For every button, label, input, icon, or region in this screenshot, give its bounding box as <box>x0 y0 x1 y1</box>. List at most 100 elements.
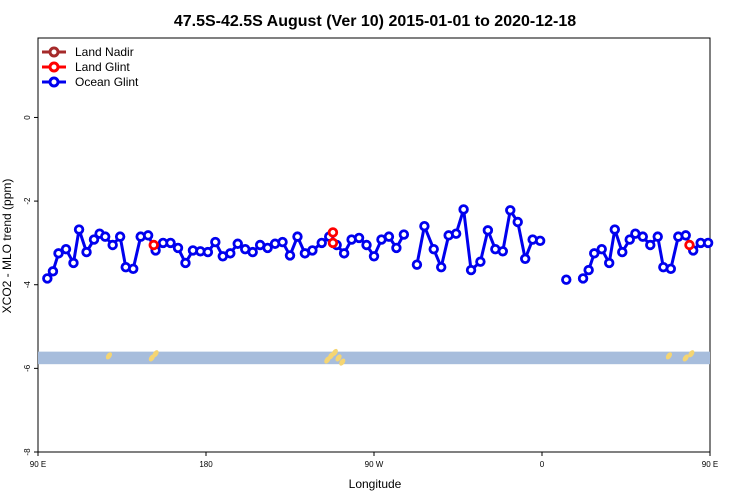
ocean-glint-point-3-4 <box>604 257 615 269</box>
ocean-glint-point-1-1 <box>419 220 430 232</box>
ocean-glint-point-3-1 <box>583 264 594 276</box>
ocean-glint-point-0-31 <box>262 242 273 254</box>
ocean-glint-point-0-34 <box>284 250 296 261</box>
ocean-glint-point-3-18 <box>702 237 714 249</box>
land-band <box>38 351 710 365</box>
ocean-glint-point-0-49 <box>398 229 410 240</box>
ocean-glint-point-0-26 <box>225 248 236 259</box>
ocean-glint-point-1-5 <box>450 228 462 239</box>
ocean-glint-point-0-37 <box>307 245 318 256</box>
ocean-glint-point-1-9 <box>482 225 494 236</box>
ocean-glint-point-3-15 <box>680 230 691 241</box>
ocean-glint-point-1-13 <box>512 216 523 228</box>
ocean-glint-point-0-0 <box>42 273 53 284</box>
ocean-glint-point-0-47 <box>383 231 395 242</box>
legend-marker-ocean-glint <box>48 76 60 88</box>
ocean-glint-point-3-0 <box>577 273 589 284</box>
ocean-glint-point-0-45 <box>368 251 380 262</box>
ocean-glint-point-0-11 <box>114 231 126 242</box>
ocean-glint-point-2-0 <box>561 274 572 285</box>
x-tick-label-1: 180 <box>199 460 213 469</box>
legend-label-land-nadir: Land Nadir <box>75 45 134 59</box>
ocean-glint-point-0-7 <box>88 234 100 245</box>
legend-marker-land-nadir <box>48 46 60 58</box>
legend-label-ocean-glint: Ocean Glint <box>75 75 139 89</box>
ocean-glint-point-3-9 <box>637 231 648 242</box>
ocean-glint-point-1-14 <box>520 253 531 264</box>
land-glint-point-2 <box>327 237 339 249</box>
ocean-glint-point-0-2 <box>53 248 64 259</box>
ocean-glint-point-0-18 <box>165 237 176 249</box>
x-tick-label-4: 90 E <box>702 460 718 469</box>
x-axis-label: Longitude <box>349 477 402 491</box>
ocean-glint-point-0-27 <box>232 238 243 249</box>
ocean-glint-point-0-3 <box>60 243 72 255</box>
series-layer <box>42 204 714 285</box>
y-tick-label-4: -8 <box>23 448 32 456</box>
ocean-glint-point-0-19 <box>172 242 184 254</box>
ocean-glint-point-0-43 <box>353 232 365 244</box>
ocean-glint-point-0-10 <box>107 239 118 251</box>
ocean-glint-point-0-20 <box>180 257 191 269</box>
x-tick-label-0: 90 E <box>30 460 46 469</box>
land-band-layer <box>38 348 710 366</box>
ocean-glint-point-3-11 <box>652 231 663 242</box>
land-mark-2 <box>152 350 159 358</box>
ocean-glint-point-3-3 <box>596 243 607 255</box>
ocean-glint-point-0-38 <box>316 237 327 249</box>
ocean-glint-point-0-15 <box>142 230 154 241</box>
ocean-glint-point-0-44 <box>361 239 372 251</box>
land-glint-point-0 <box>148 239 159 251</box>
land-mark-5 <box>331 348 338 357</box>
ocean-glint-point-0-5 <box>73 224 85 235</box>
ocean-glint-point-1-7 <box>465 264 477 276</box>
y-tick-label-1: -2 <box>23 197 32 205</box>
ocean-glint-point-1-2 <box>428 243 439 255</box>
ocean-glint-point-3-6 <box>617 246 628 258</box>
ocean-glint-point-1-8 <box>475 256 486 267</box>
land-mark-0 <box>105 352 113 360</box>
ocean-glint-point-0-48 <box>391 242 402 254</box>
ocean-glint-point-1-0 <box>411 259 423 270</box>
ocean-glint-point-0-9 <box>99 231 111 242</box>
ocean-glint-point-3-10 <box>645 239 656 251</box>
y-axis-label: XCO2 - MLO trend (ppm) <box>0 179 14 314</box>
land-mark-8 <box>665 352 673 360</box>
land-glint-point-3 <box>684 239 695 251</box>
land-mark-7 <box>339 358 346 366</box>
ocean-glint-point-1-3 <box>436 261 447 273</box>
ocean-glint-point-3-5 <box>609 224 620 235</box>
land-mark-10 <box>688 350 695 358</box>
ocean-glint-point-0-35 <box>292 231 303 242</box>
legend-marker-land-glint <box>48 61 60 73</box>
land-mark-6 <box>335 354 342 362</box>
ocean-glint-point-1-11 <box>497 246 508 257</box>
ocean-glint-point-0-41 <box>338 248 350 259</box>
ocean-glint-point-0-23 <box>202 246 214 258</box>
y-tick-label-3: -6 <box>23 364 32 372</box>
ocean-glint-point-0-4 <box>68 257 79 269</box>
ocean-glint-point-3-13 <box>665 263 676 275</box>
y-tick-label-2: -4 <box>23 281 32 289</box>
ocean-glint-point-0-6 <box>81 246 92 258</box>
ocean-glint-point-0-13 <box>127 263 139 275</box>
land-mark-9 <box>682 354 689 362</box>
ocean-glint-point-0-24 <box>210 236 221 248</box>
x-tick-label-2: 90 W <box>365 460 384 469</box>
ocean-glint-point-0-33 <box>277 236 288 248</box>
land-glint-point-1 <box>327 227 339 238</box>
ocean-glint-point-3-2 <box>589 248 600 259</box>
y-axis-ticks: 0 -2 -4 -6 -8 <box>23 115 38 456</box>
ocean-glint-point-0-1 <box>47 266 59 277</box>
legend: Land Nadir Land Glint Ocean Glint <box>42 45 139 89</box>
ocean-glint-point-0-29 <box>247 246 258 258</box>
chart-title: 47.5S-42.5S August (Ver 10) 2015-01-01 t… <box>174 13 576 30</box>
ocean-glint-point-1-16 <box>534 235 546 247</box>
y-tick-label-0: 0 <box>23 115 32 120</box>
ocean-glint-point-1-6 <box>458 204 469 215</box>
ocean-glint-point-3-7 <box>624 234 635 245</box>
legend-label-land-glint: Land Glint <box>75 60 130 74</box>
ocean-glint-point-1-12 <box>505 205 516 216</box>
